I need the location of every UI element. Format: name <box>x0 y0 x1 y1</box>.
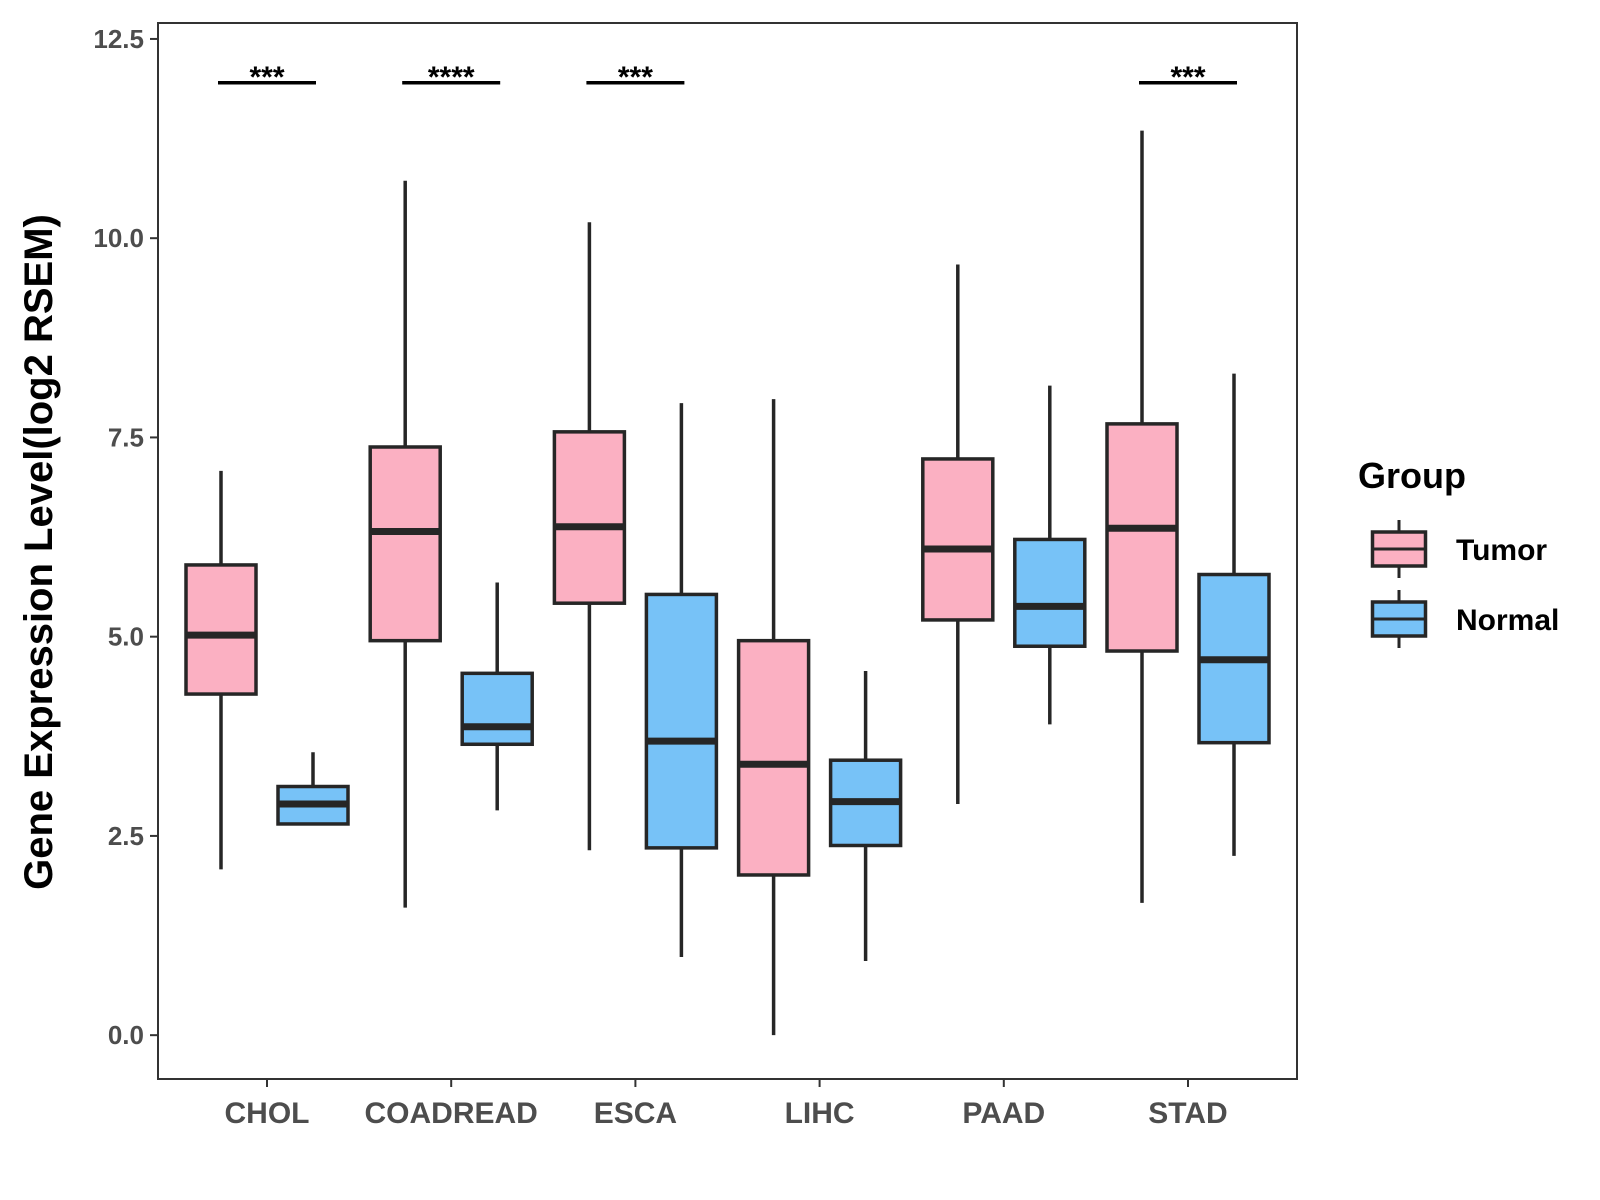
box-tumor-paad <box>921 264 995 805</box>
box-iqr <box>552 430 627 605</box>
y-tick-label: 2.5 <box>108 821 144 851</box>
box-iqr <box>368 445 442 643</box>
x-tick-label: COADREAD <box>365 1097 538 1130</box>
y-tick-label: 10.0 <box>93 223 144 253</box>
box-normal-lihc <box>828 670 903 962</box>
legend-key-normal <box>1370 590 1428 648</box>
box-tumor-chol <box>184 470 258 870</box>
box-normal-coadread <box>460 582 534 811</box>
y-tick-label: 12.5 <box>93 24 144 54</box>
legend-label-normal: Normal <box>1456 604 1559 637</box>
y-axis-title: Gene Expression Level(log2 RSEM) <box>17 214 61 890</box>
axes: 0.0 2.5 5.0 7.5 10.0 12.5 CHOL COADREAD ESCA LIHC… <box>93 22 1298 1130</box>
x-tick-label: ESCA <box>594 1097 677 1130</box>
box-iqr <box>460 671 534 747</box>
x-tick-label: CHOL <box>225 1097 310 1130</box>
box-tumor-coadread <box>368 180 442 908</box>
panel-border <box>157 22 1298 1080</box>
y-tick-label: 5.0 <box>108 622 144 652</box>
legend-title: Group <box>1358 455 1466 496</box>
box-normal-paad <box>1013 385 1087 725</box>
y-tick-label: 0.0 <box>108 1020 144 1050</box>
box-normal-stad <box>1197 373 1271 856</box>
x-tick-label: PAAD <box>962 1097 1045 1130</box>
x-tick-label: LIHC <box>785 1097 855 1130</box>
plot-area: *** **** *** *** <box>184 61 1271 1036</box>
box-iqr <box>736 638 811 877</box>
box-tumor-stad <box>1105 130 1179 903</box>
box-normal-esca <box>644 403 719 958</box>
box-iqr <box>644 592 719 850</box>
box-iqr <box>1105 422 1179 653</box>
box-iqr <box>921 457 995 622</box>
box-iqr <box>1013 537 1087 648</box>
box-normal-chol <box>276 752 350 826</box>
legend: Group Tumor Normal <box>1358 455 1559 648</box>
x-tick-label: STAD <box>1148 1097 1227 1130</box>
significance-label: *** <box>618 61 653 94</box>
y-tick-label: 7.5 <box>108 422 144 452</box>
box-tumor-lihc <box>736 399 811 1036</box>
box-tumor-esca <box>552 222 627 851</box>
legend-key-tumor <box>1370 520 1428 578</box>
significance-label: *** <box>1170 61 1205 94</box>
significance-label: **** <box>428 61 475 94</box>
legend-label-tumor: Tumor <box>1456 534 1547 567</box>
box-iqr <box>184 563 258 696</box>
significance-label: *** <box>249 61 284 94</box>
